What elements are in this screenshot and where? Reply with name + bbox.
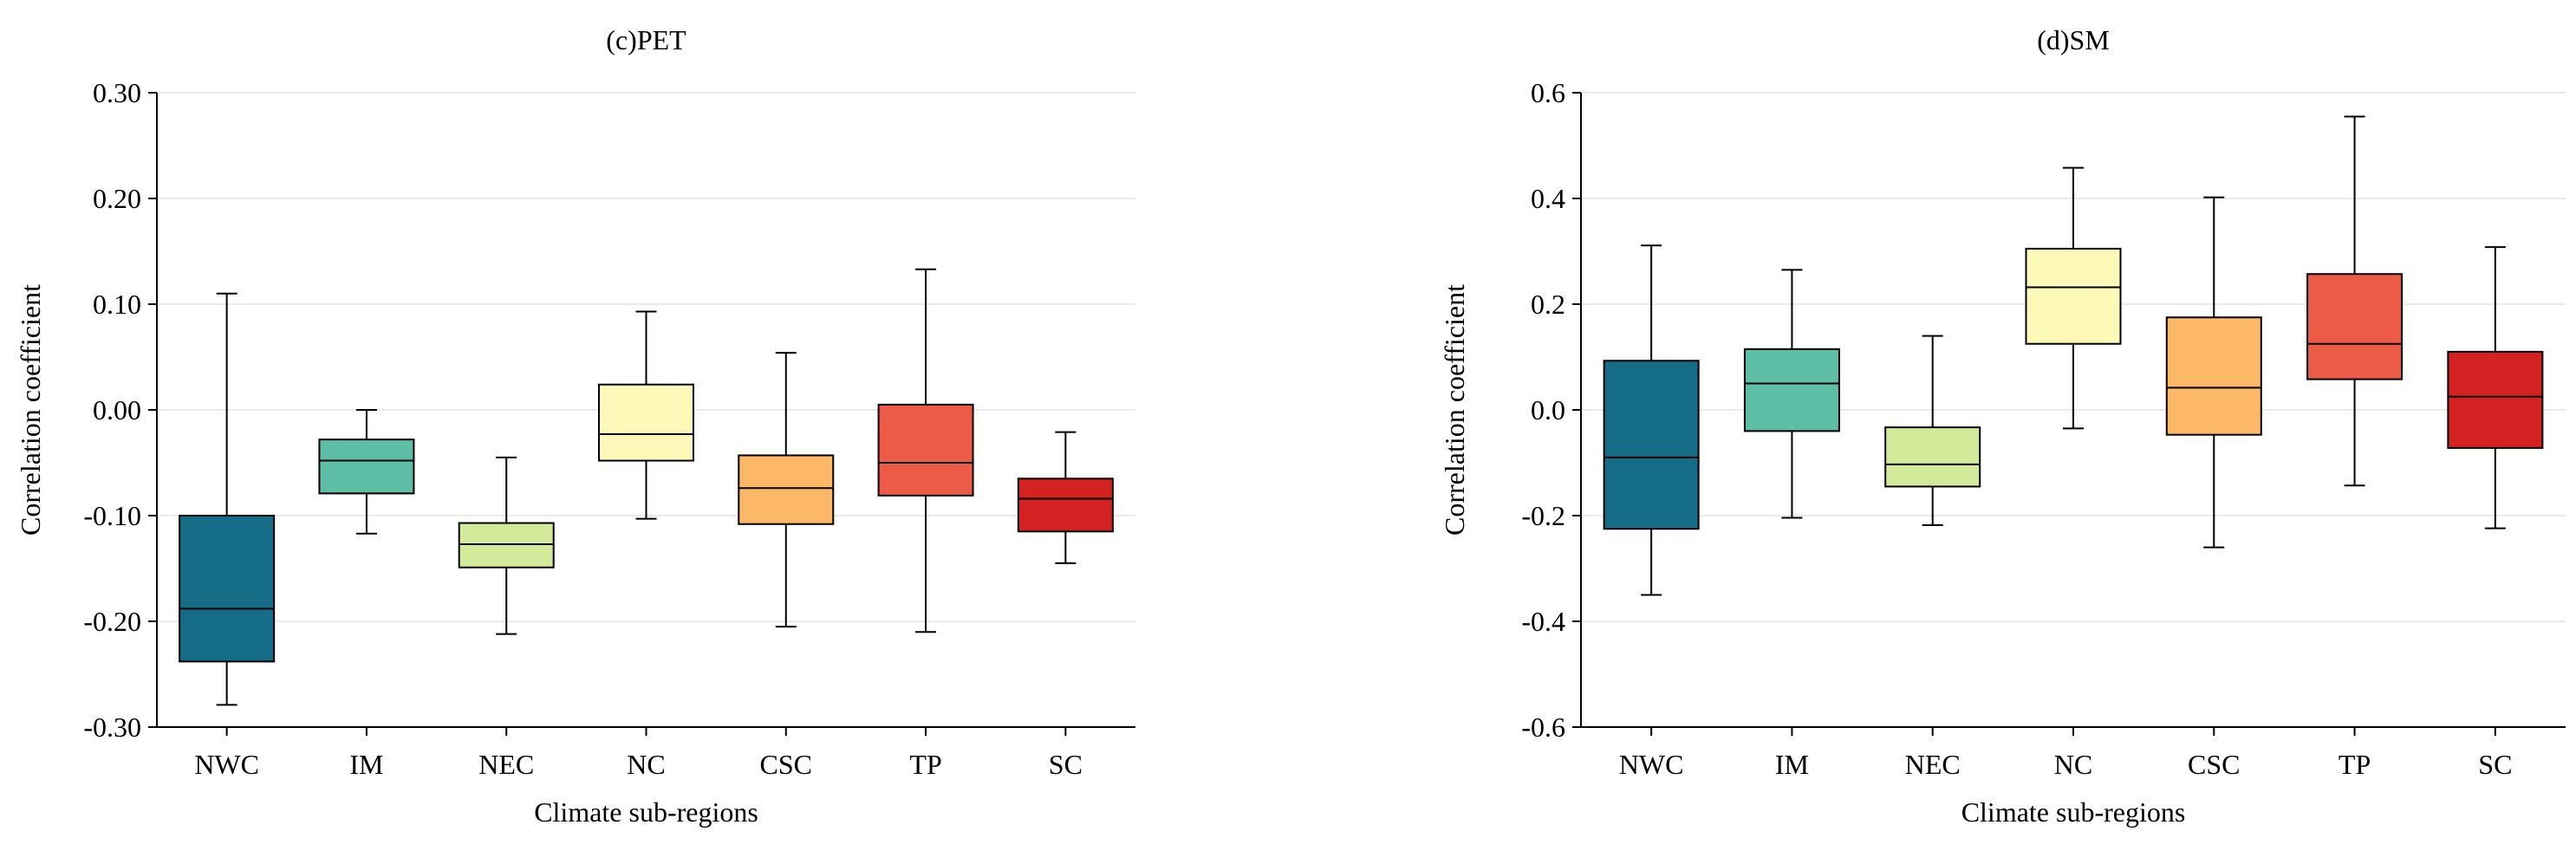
box-im	[1743, 269, 1840, 519]
box-im	[318, 409, 415, 535]
x-tick-label: IM	[349, 749, 383, 780]
box-iqr	[2165, 316, 2262, 436]
box-iqr	[1743, 348, 1840, 432]
box-iqr	[598, 383, 694, 462]
chart-title: (c)PET	[606, 24, 686, 55]
x-tick-label: IM	[1775, 749, 1809, 780]
y-tick-label: 0.2	[1531, 289, 1565, 320]
y-tick-label: 0.0	[1531, 394, 1565, 426]
box-nc	[598, 310, 694, 520]
y-tick-label: -0.20	[83, 606, 141, 637]
x-tick-label: NEC	[1905, 749, 1961, 780]
box-iqr	[179, 515, 276, 663]
x-tick-label: NC	[2054, 749, 2092, 780]
y-tick-label: 0.00	[93, 394, 141, 426]
y-tick-label: 0.30	[93, 77, 141, 108]
chart-panel-pet: (c)PET 0.30 0.20 0.10 0.00 -0.10 -0.20 -0.30 Cor…	[15, 24, 1135, 828]
box-iqr	[1884, 426, 1981, 488]
y-tick-label: 0.6	[1531, 77, 1565, 108]
y-tick-label: -0.10	[83, 500, 141, 531]
y-tick-label: -0.6	[1521, 711, 1565, 743]
y-tick-label: 0.20	[93, 183, 141, 214]
box-csc	[738, 352, 835, 628]
box-nwc	[1603, 244, 1700, 596]
box-iqr	[318, 438, 415, 495]
x-axis-label: Climate sub-regions	[1961, 796, 2186, 828]
y-tick-label: -0.30	[83, 711, 141, 743]
y-tick-label: -0.4	[1521, 606, 1565, 637]
y-tick-label: -0.2	[1521, 500, 1565, 531]
x-tick-label: NWC	[194, 749, 259, 780]
y-axis-label: Correlation coefficient	[15, 284, 46, 536]
box-iqr	[458, 522, 555, 568]
box-nc	[2025, 166, 2122, 430]
box-csc	[2165, 196, 2262, 549]
x-tick-label: NC	[627, 749, 665, 780]
box-tp	[877, 268, 974, 633]
box-iqr	[1017, 477, 1114, 533]
x-tick-label: CSC	[2188, 749, 2240, 780]
x-tick-label: TP	[909, 749, 941, 780]
chart-title: (d)SM	[2037, 24, 2110, 55]
box-iqr	[2025, 247, 2122, 345]
box-nec	[458, 456, 555, 635]
box-sc	[2447, 246, 2544, 529]
x-tick-label: NEC	[478, 749, 534, 780]
y-tick-label: 0.4	[1531, 183, 1565, 214]
y-tick-label: 0.10	[93, 289, 141, 320]
box-iqr	[877, 403, 974, 497]
y-axis-label: Correlation coefficient	[1439, 284, 1470, 536]
x-axis-label: Climate sub-regions	[534, 796, 758, 828]
box-nwc	[179, 292, 276, 706]
chart-panel-sm: (d)SM 0.6 0.4 0.2 0.0 -0.2 -0.4 -0.6 Correlation…	[1439, 24, 2566, 828]
x-tick-label: CSC	[760, 749, 812, 780]
box-iqr	[1603, 360, 1700, 530]
x-tick-label: SC	[1049, 749, 1083, 780]
box-tp	[2306, 115, 2404, 487]
box-nec	[1884, 335, 1981, 526]
box-sc	[1017, 431, 1114, 564]
box-iqr	[2306, 273, 2404, 380]
x-tick-label: TP	[2339, 749, 2371, 780]
x-tick-label: SC	[2478, 749, 2512, 780]
x-tick-label: NWC	[1619, 749, 1684, 780]
box-iqr	[2447, 350, 2544, 449]
box-iqr	[738, 454, 835, 525]
